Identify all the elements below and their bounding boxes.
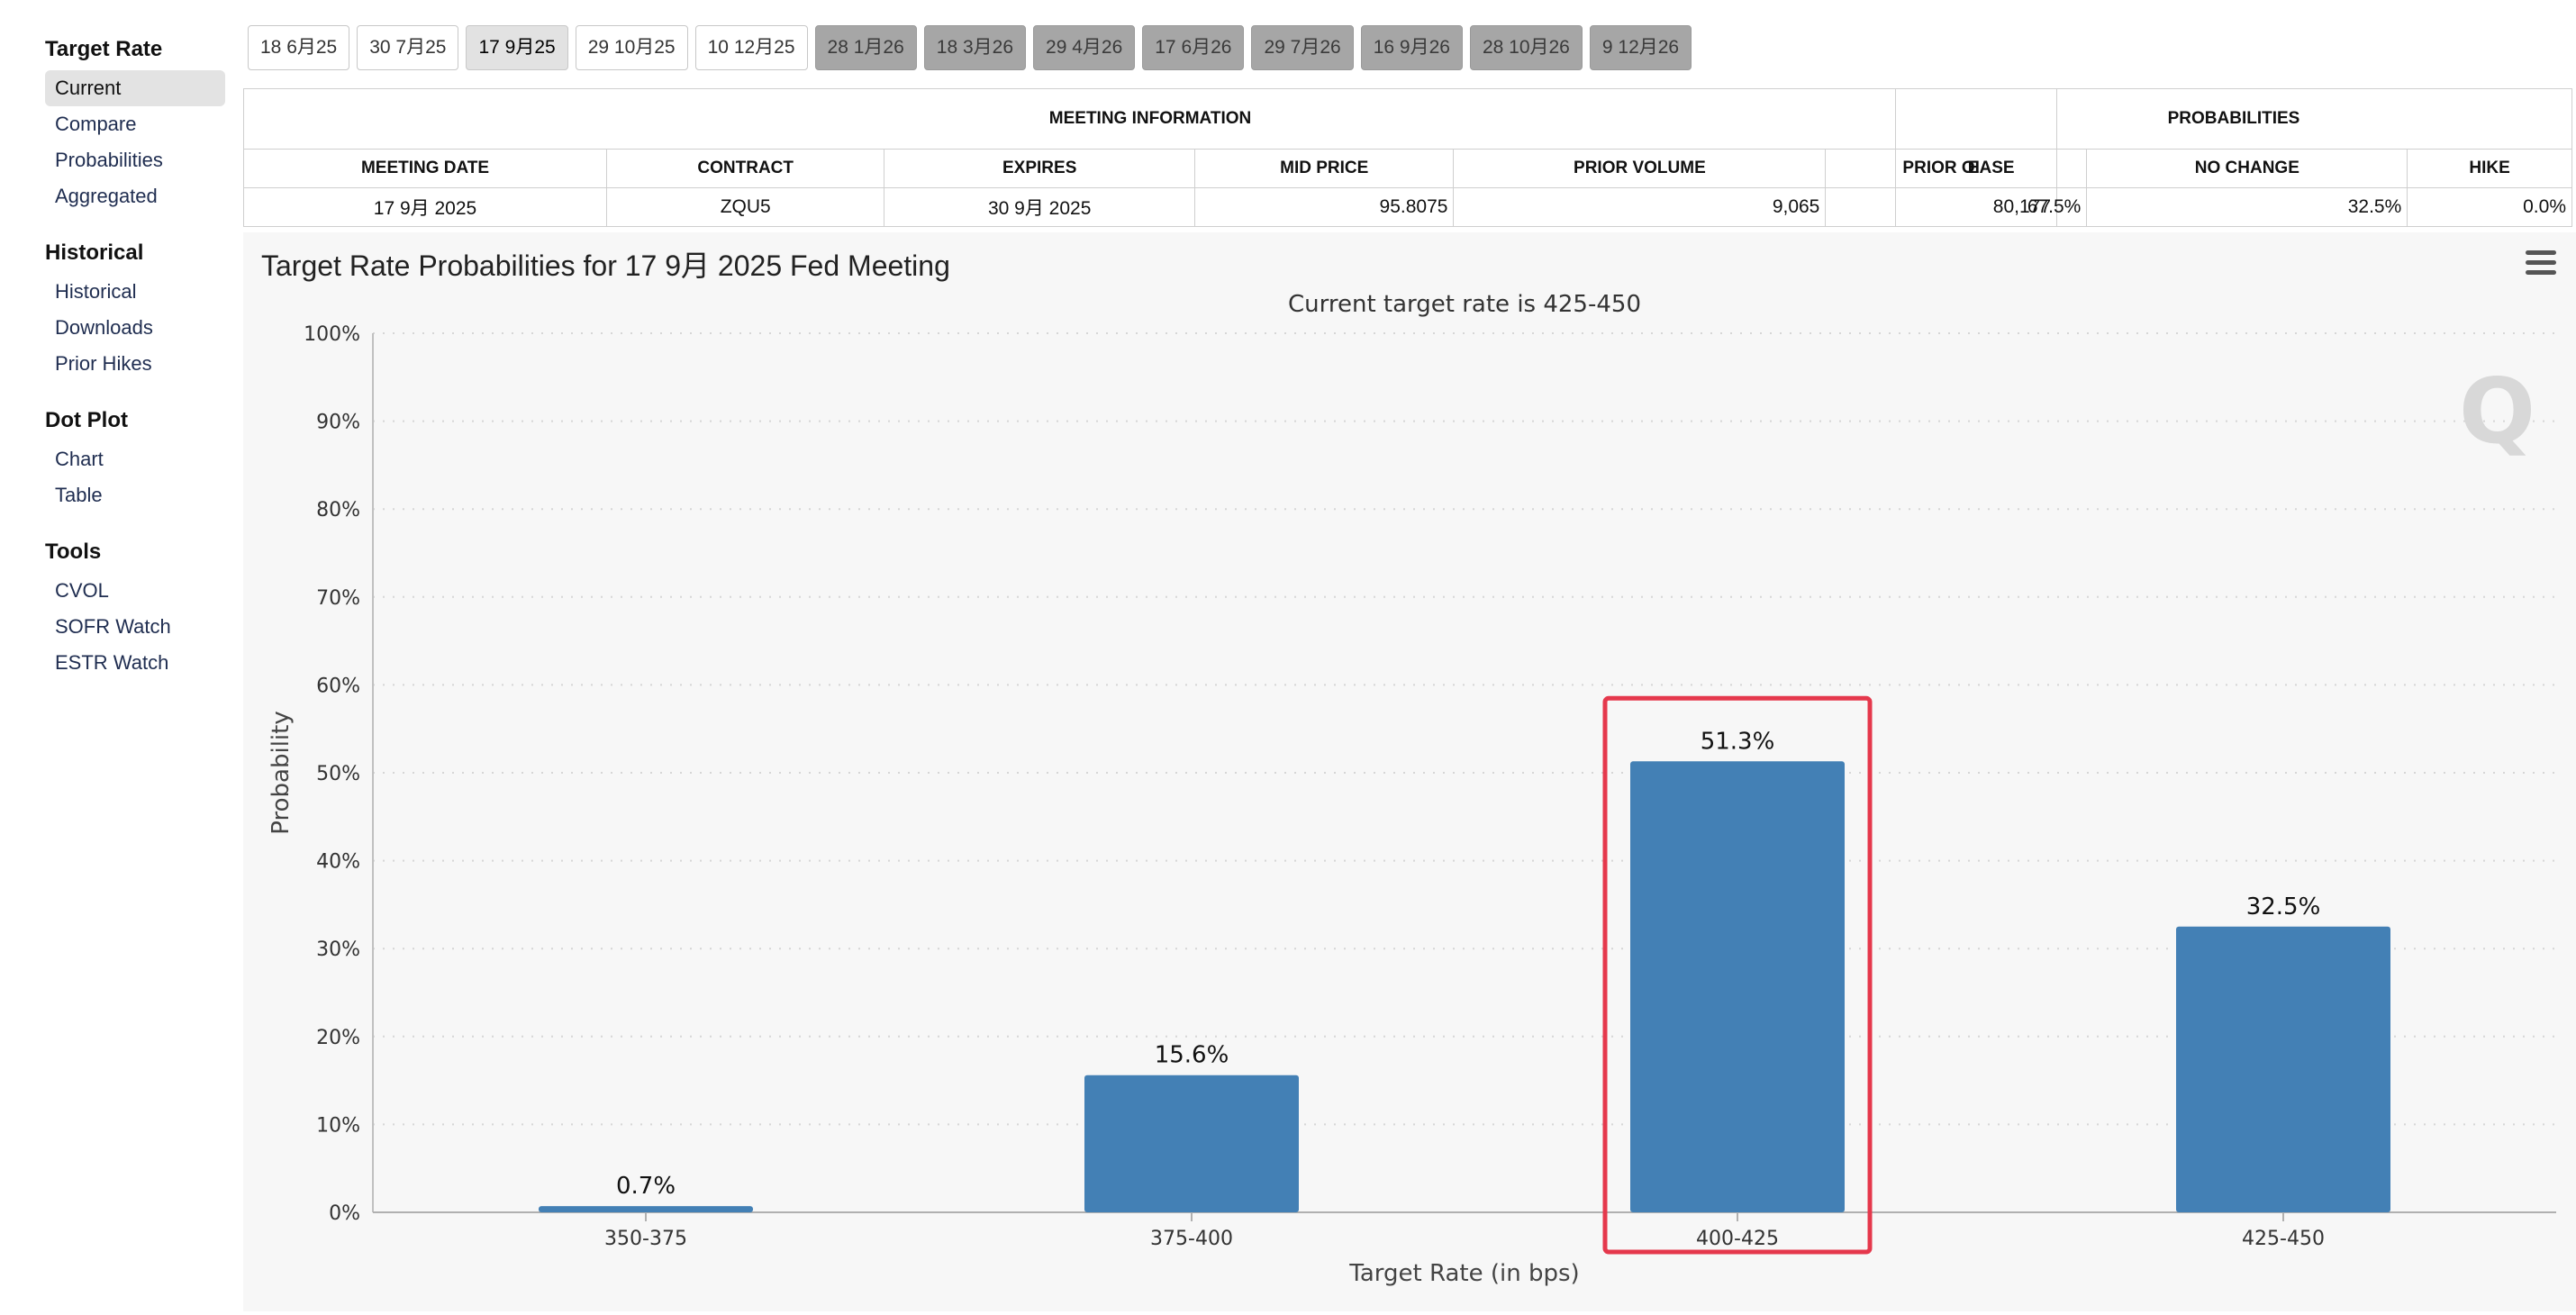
- watermark-logo: Q: [2459, 358, 2536, 464]
- sidebar-item-downloads[interactable]: Downloads: [55, 316, 153, 339]
- y-axis-title: Probability: [268, 711, 295, 834]
- x-tick-label: 375-400: [1150, 1228, 1233, 1250]
- sidebar-spacer: [45, 513, 225, 537]
- probability-bar-chart: Current target rate is 425-450 0% 10% 20% 30…: [268, 291, 2556, 1287]
- meeting-tab[interactable]: 28 1月26: [814, 25, 917, 70]
- cell-contract: ZQU5: [606, 187, 885, 227]
- meeting-tab[interactable]: 30 7月25: [357, 25, 459, 70]
- cell-expires: 30 9月 2025: [884, 187, 1196, 227]
- meeting-tab[interactable]: 16 9月26: [1360, 25, 1463, 70]
- meeting-tab[interactable]: 17 9月25: [466, 25, 568, 70]
- data-label: 51.3%: [1701, 728, 1775, 755]
- highlight-box: [1602, 695, 1873, 1255]
- bar-425-450: [2176, 926, 2390, 1212]
- meeting-tab[interactable]: 9 12月26: [1589, 25, 1692, 70]
- meeting-tab[interactable]: 29 7月26: [1251, 25, 1354, 70]
- sidebar-item-estr-watch[interactable]: ESTR Watch: [55, 651, 169, 674]
- meeting-information-table: MEETING INFORMATION MEETING DATE CONTRACT…: [242, 88, 2057, 227]
- chart-subtitle: Current target rate is 425-450: [1288, 291, 1641, 318]
- sidebar-item-chart[interactable]: Chart: [55, 448, 104, 470]
- sidebar-item-current[interactable]: Current: [45, 70, 225, 106]
- meeting-date-tabs: 18 6月25 30 7月25 17 9月25 29 10月25 10 12月25 28 …: [248, 25, 1692, 70]
- meeting-tab[interactable]: 10 12月25: [694, 25, 808, 70]
- y-tick-label: 0%: [329, 1202, 360, 1225]
- bar-400-425: [1630, 761, 1845, 1212]
- sidebar-item-table[interactable]: Table: [55, 484, 103, 506]
- meeting-tab[interactable]: 29 10月25: [575, 25, 688, 70]
- y-tick-label: 30%: [316, 939, 360, 961]
- sidebar-heading-historical: Historical: [45, 240, 144, 265]
- y-tick-label: 90%: [316, 412, 360, 434]
- column-header-no-change: NO CHANGE: [2086, 149, 2408, 188]
- x-axis-title: Target Rate (in bps): [1348, 1260, 1579, 1287]
- data-label: 15.6%: [1155, 1042, 1229, 1069]
- probabilities-heading: PROBABILITIES: [1895, 88, 2572, 150]
- sidebar-heading-tools: Tools: [45, 540, 102, 564]
- y-tick-label: 50%: [316, 763, 360, 785]
- hamburger-menu-icon[interactable]: [2526, 250, 2556, 277]
- column-header-hike: HIKE: [2407, 149, 2572, 188]
- meeting-information-heading: MEETING INFORMATION: [243, 88, 2057, 150]
- column-header-prior-volume: PRIOR VOLUME: [1453, 149, 1827, 188]
- cell-mid-price: 95.8075: [1194, 187, 1455, 227]
- column-header-ease: EASE: [1894, 149, 2088, 188]
- sidebar-item-probabilities[interactable]: Probabilities: [55, 149, 163, 171]
- meeting-tab[interactable]: 17 6月26: [1142, 25, 1245, 70]
- column-header-contract: CONTRACT: [606, 149, 885, 188]
- sidebar-heading-target-rate: Target Rate: [45, 37, 163, 61]
- x-tick-label: 400-425: [1696, 1228, 1779, 1250]
- chart-title: Target Rate Probabilities for 17 9月 2025…: [261, 249, 950, 282]
- y-tick-label: 20%: [316, 1027, 360, 1049]
- data-label: 0.7%: [616, 1173, 676, 1200]
- cell-hike: 0.0%: [2407, 187, 2572, 227]
- sidebar-spacer: [45, 214, 225, 238]
- y-tick-label: 70%: [316, 587, 360, 610]
- column-header-mid-price: MID PRICE: [1194, 149, 1455, 188]
- meeting-tab[interactable]: 18 6月25: [248, 25, 350, 70]
- column-header-expires: EXPIRES: [884, 149, 1196, 188]
- sidebar-item-historical[interactable]: Historical: [55, 280, 137, 303]
- meeting-tab[interactable]: 29 4月26: [1033, 25, 1136, 70]
- y-tick-label: 40%: [316, 851, 360, 874]
- x-tick-label: 350-375: [604, 1228, 687, 1250]
- meeting-tab[interactable]: 18 3月26: [923, 25, 1027, 70]
- sidebar: Target Rate Current Compare Probabilities Ag…: [45, 34, 225, 681]
- sidebar-heading-dot-plot: Dot Plot: [45, 408, 128, 432]
- column-header-meeting-date: MEETING DATE: [242, 149, 608, 188]
- y-tick-label: 100%: [304, 323, 360, 346]
- sidebar-item-aggregated[interactable]: Aggregated: [55, 185, 158, 207]
- sidebar-item-compare[interactable]: Compare: [55, 113, 137, 135]
- x-tick-label: 425-450: [2242, 1228, 2325, 1250]
- y-tick-label: 80%: [316, 499, 360, 521]
- bar-375-400: [1084, 1075, 1299, 1212]
- probabilities-table: PROBABILITIES EASE NO CHANGE HIKE 67.5% 32.…: [1894, 88, 2572, 227]
- y-tick-label: 60%: [316, 675, 360, 697]
- sidebar-item-cvol[interactable]: CVOL: [55, 579, 109, 602]
- data-label: 32.5%: [2246, 893, 2321, 920]
- meeting-tab[interactable]: 28 10月26: [1469, 25, 1583, 70]
- cell-meeting-date: 17 9月 2025: [242, 187, 608, 227]
- cell-prior-volume: 9,065: [1453, 187, 1827, 227]
- chart-panel: Current target rate is 425-450 0% 10% 20% 30…: [243, 232, 2576, 1311]
- cell-ease: 67.5%: [1894, 187, 2088, 227]
- cell-no-change: 32.5%: [2086, 187, 2408, 227]
- y-tick-label: 10%: [316, 1114, 360, 1137]
- sidebar-spacer: [45, 382, 225, 405]
- bar-350-375: [539, 1206, 753, 1212]
- sidebar-item-sofr-watch[interactable]: SOFR Watch: [55, 615, 171, 638]
- sidebar-item-prior-hikes[interactable]: Prior Hikes: [55, 352, 152, 375]
